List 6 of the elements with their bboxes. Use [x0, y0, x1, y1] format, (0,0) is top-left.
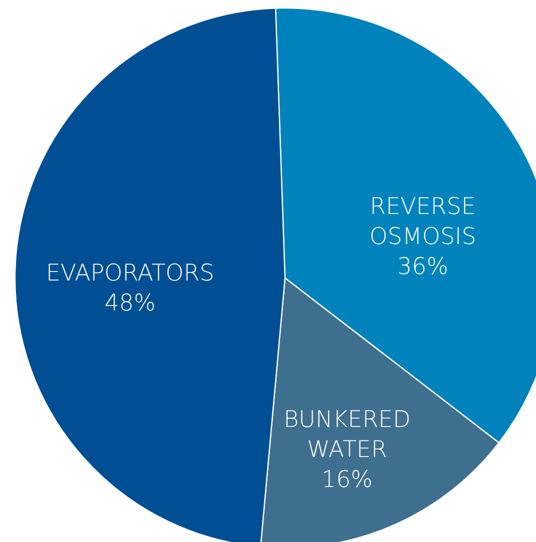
data-label: 16%: [322, 467, 373, 494]
data-label: 36%: [397, 254, 448, 280]
slice-label: REVERSE OSMOSIS: [370, 194, 476, 250]
data-label: 48%: [104, 290, 156, 317]
slice-label: BUNKERED WATER: [284, 407, 411, 464]
slice-label: EVAPORATORS: [46, 260, 214, 287]
